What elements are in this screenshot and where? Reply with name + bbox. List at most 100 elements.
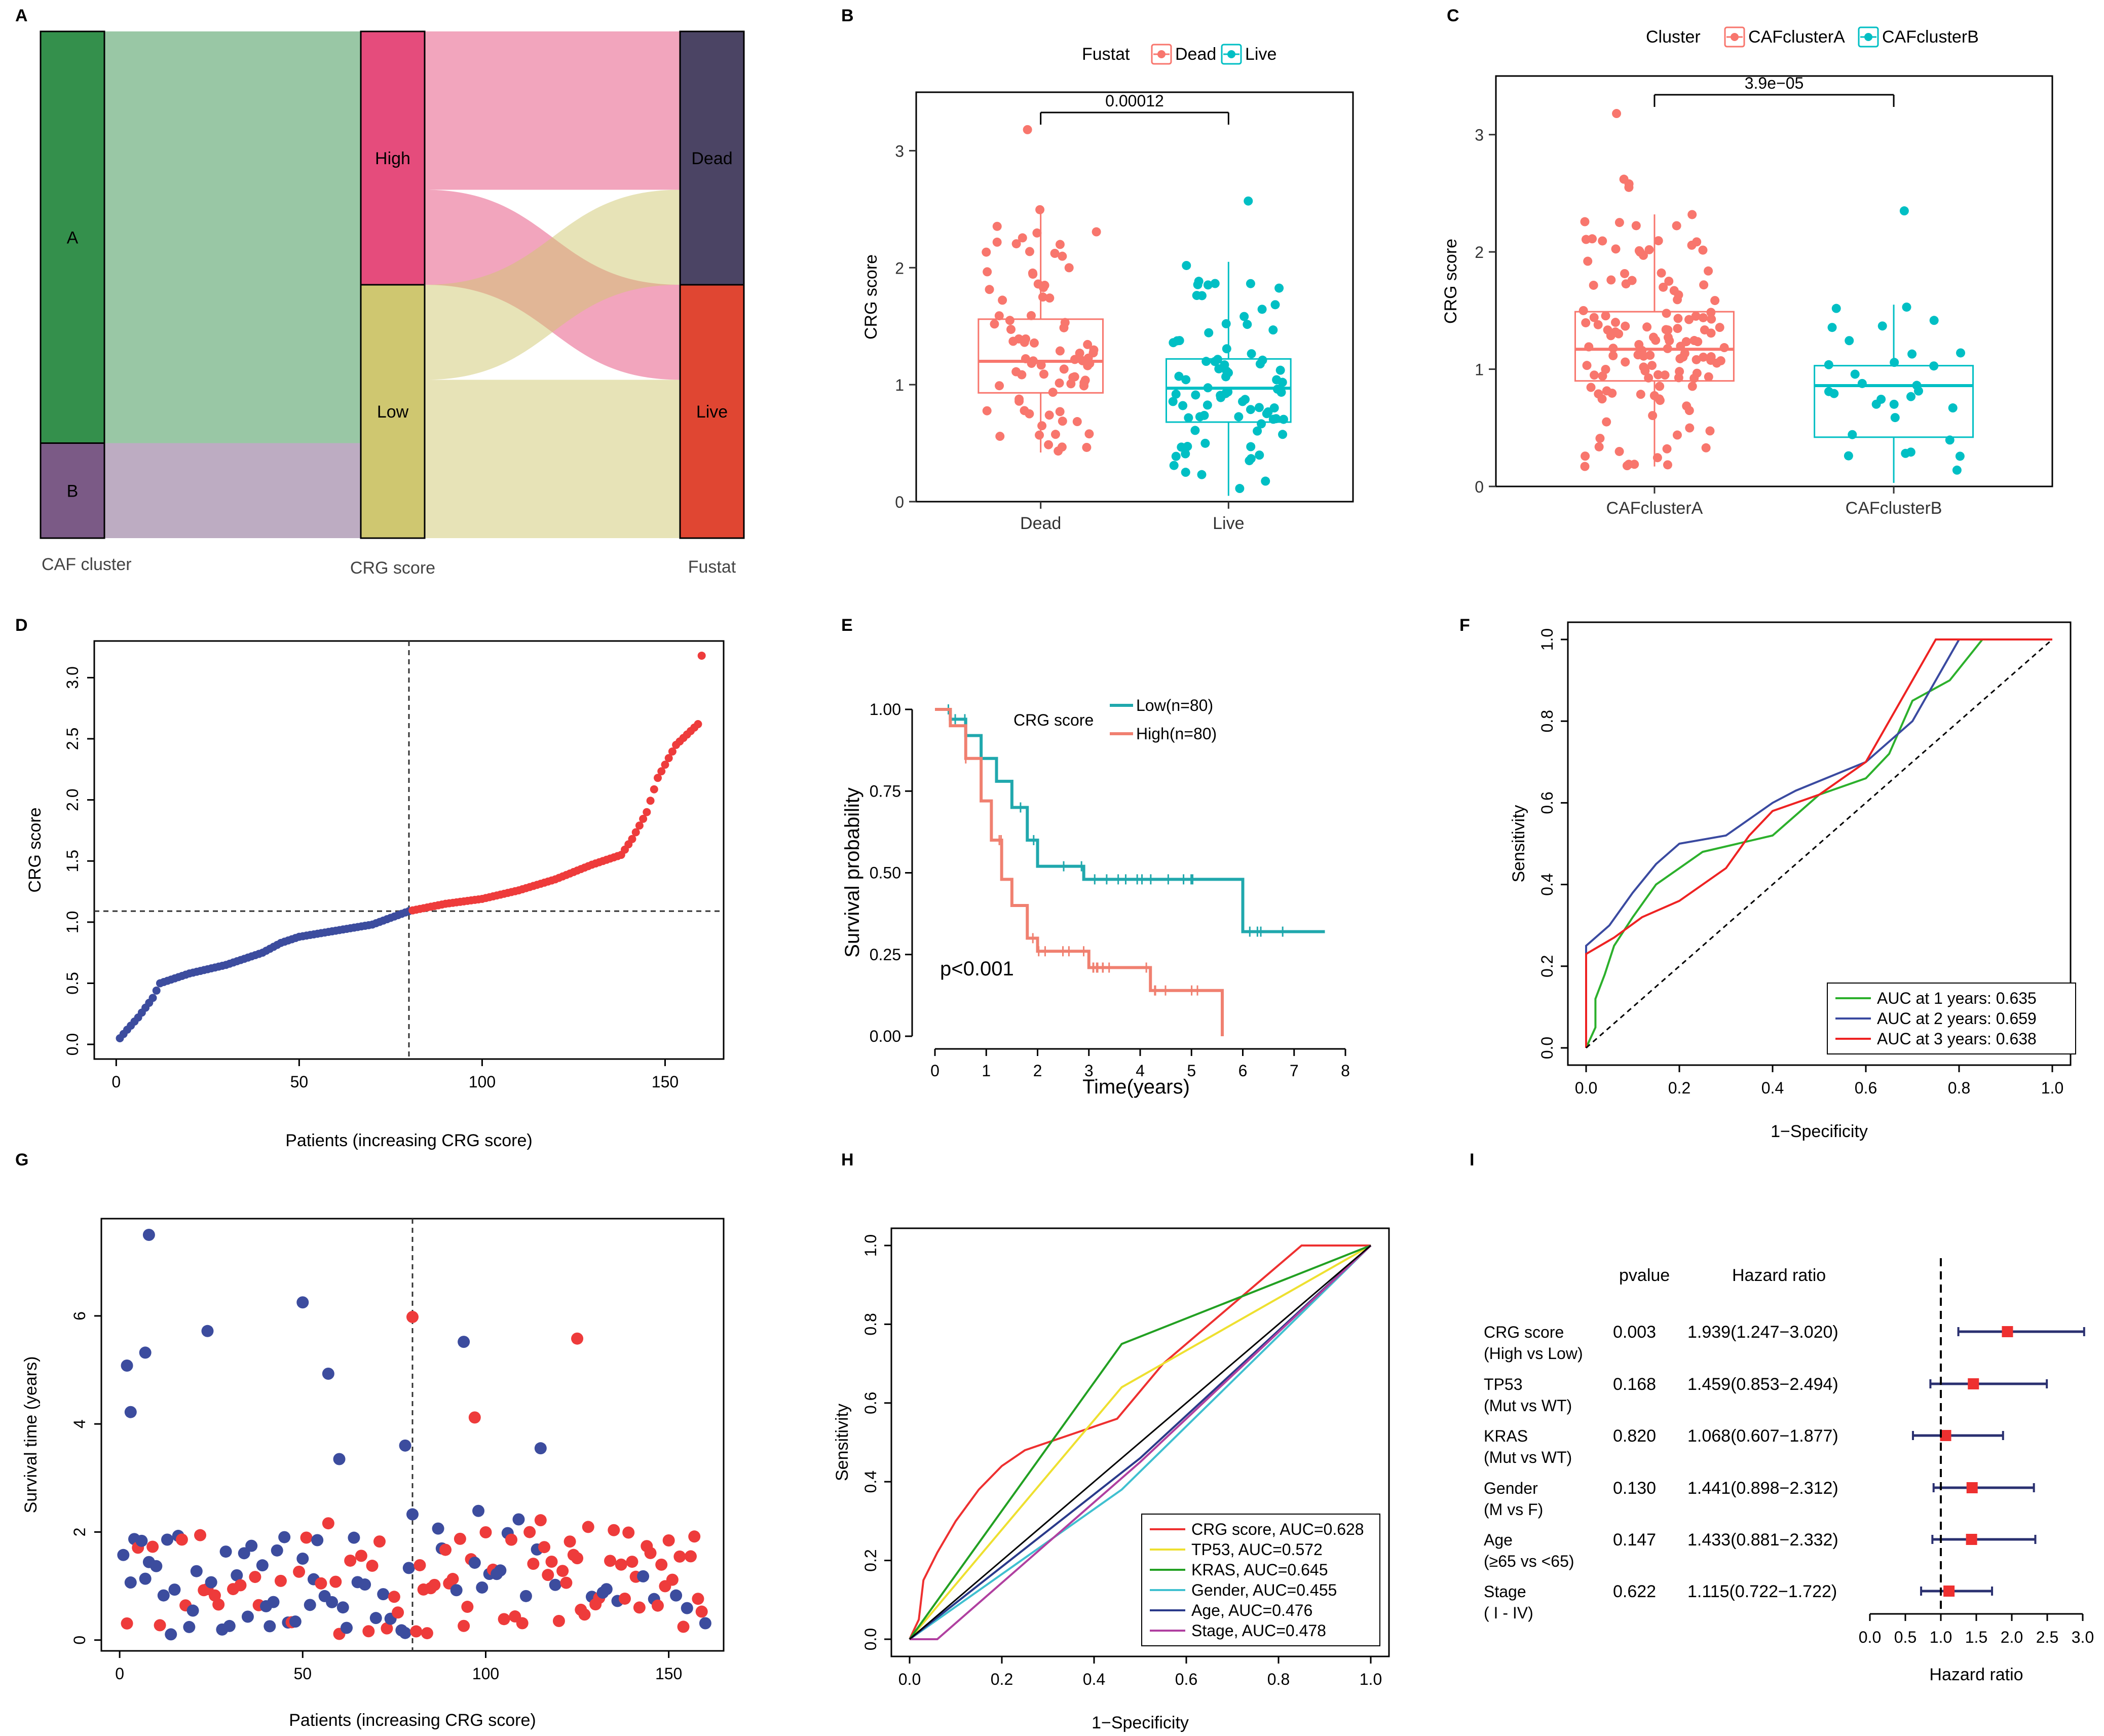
data-point	[1204, 328, 1214, 337]
data-point	[1235, 484, 1245, 494]
data-point	[139, 1572, 152, 1585]
data-point	[1272, 384, 1282, 394]
data-point	[142, 1228, 155, 1241]
sankey-node-B	[40, 442, 105, 539]
data-point	[1608, 344, 1618, 353]
data-point	[1913, 386, 1923, 396]
sankey-axis-label: CRG score	[350, 558, 435, 578]
data-point	[1268, 414, 1278, 424]
data-point	[1651, 335, 1661, 345]
data-point	[1612, 109, 1622, 119]
data-point	[446, 1573, 459, 1586]
data-point	[293, 1565, 306, 1578]
row-label: CRG score	[1484, 1323, 1564, 1341]
data-point	[1169, 338, 1178, 348]
data-point	[1070, 355, 1079, 364]
legend-key-dot	[1864, 33, 1872, 41]
data-point	[1698, 245, 1708, 255]
pvalue-cell: 0.003	[1613, 1323, 1656, 1342]
km-curve-High(n=80)	[935, 708, 1224, 1036]
km-curve-Low(n=80)	[935, 708, 1325, 933]
data-point	[1705, 426, 1715, 436]
data-point	[1672, 221, 1681, 231]
data-point	[1586, 383, 1596, 392]
data-point	[615, 1558, 627, 1571]
row-label: KRAS	[1484, 1427, 1528, 1445]
panel-letter-F: F	[1459, 616, 1470, 635]
y-tick-label: 4	[70, 1419, 89, 1428]
y-tick-label: 0.25	[870, 946, 901, 964]
data-point	[505, 1533, 518, 1546]
x-tick-label: 0	[111, 1073, 121, 1091]
data-point	[1045, 293, 1055, 303]
data-point	[983, 267, 992, 277]
plot-frame	[1567, 621, 2072, 1066]
data-point	[1192, 291, 1201, 300]
data-point	[545, 1556, 558, 1568]
sankey-node-Low	[360, 284, 426, 539]
data-point	[668, 747, 677, 756]
data-point	[152, 986, 161, 995]
data-point	[271, 1544, 283, 1557]
row-label: Age	[1484, 1531, 1513, 1549]
data-point	[1278, 430, 1288, 439]
data-point	[1601, 311, 1610, 321]
data-point	[1038, 292, 1047, 302]
data-point	[1584, 342, 1594, 352]
data-point	[631, 828, 640, 837]
data-point	[212, 1598, 225, 1611]
sankey-axis-label: Fustat	[688, 557, 736, 577]
panel-letter-B: B	[841, 6, 854, 25]
data-point	[468, 1557, 481, 1569]
data-point	[1634, 339, 1644, 349]
data-point	[1181, 375, 1191, 385]
data-point	[1890, 358, 1899, 367]
x-tick-label: 1.0	[2041, 1079, 2063, 1097]
x-tick-label: 4	[1136, 1062, 1145, 1080]
data-point	[1200, 438, 1210, 448]
data-point	[1948, 403, 1958, 413]
data-point	[1824, 360, 1833, 369]
legend-label: CAFclusterB	[1882, 27, 1979, 47]
data-point	[1945, 435, 1955, 445]
data-point	[1246, 279, 1255, 288]
data-point	[1608, 351, 1618, 360]
data-point	[439, 1543, 452, 1556]
data-point	[124, 1406, 137, 1418]
data-point	[637, 1570, 650, 1582]
data-point	[479, 1526, 492, 1539]
data-point	[326, 1596, 339, 1608]
y-tick-label: 0.5	[63, 972, 82, 994]
data-point	[697, 651, 706, 660]
data-point	[154, 1619, 166, 1632]
hazard-ratio-cell: 1.115(0.722−1.722)	[1687, 1582, 1837, 1601]
sankey-node-High	[360, 30, 426, 286]
data-point	[1246, 405, 1255, 414]
data-point	[1644, 373, 1654, 383]
data-point	[245, 1539, 258, 1552]
data-point	[1054, 446, 1063, 456]
data-point	[1257, 305, 1267, 314]
data-point	[1177, 442, 1186, 452]
data-point	[231, 1569, 243, 1581]
x-tick-label: 0.8	[1267, 1670, 1290, 1688]
y-tick-label: 0.2	[1538, 955, 1556, 977]
roc-curve	[909, 1244, 1372, 1640]
data-point	[604, 1555, 617, 1567]
data-point	[1039, 283, 1048, 292]
sankey-node-label: Dead	[691, 149, 732, 168]
data-point	[1614, 329, 1624, 338]
data-point	[1675, 354, 1685, 363]
plot-frame	[890, 1227, 1390, 1657]
data-point	[512, 1513, 525, 1526]
data-point	[608, 1524, 620, 1536]
data-point	[1168, 397, 1178, 406]
data-point	[1684, 406, 1694, 416]
data-point	[1889, 399, 1899, 409]
data-point	[643, 808, 651, 816]
data-point	[995, 381, 1004, 391]
data-point	[1588, 234, 1597, 244]
legend-label: Dead	[1175, 45, 1216, 64]
y-tick-label: 0.6	[1538, 791, 1556, 814]
data-point	[1621, 279, 1631, 289]
